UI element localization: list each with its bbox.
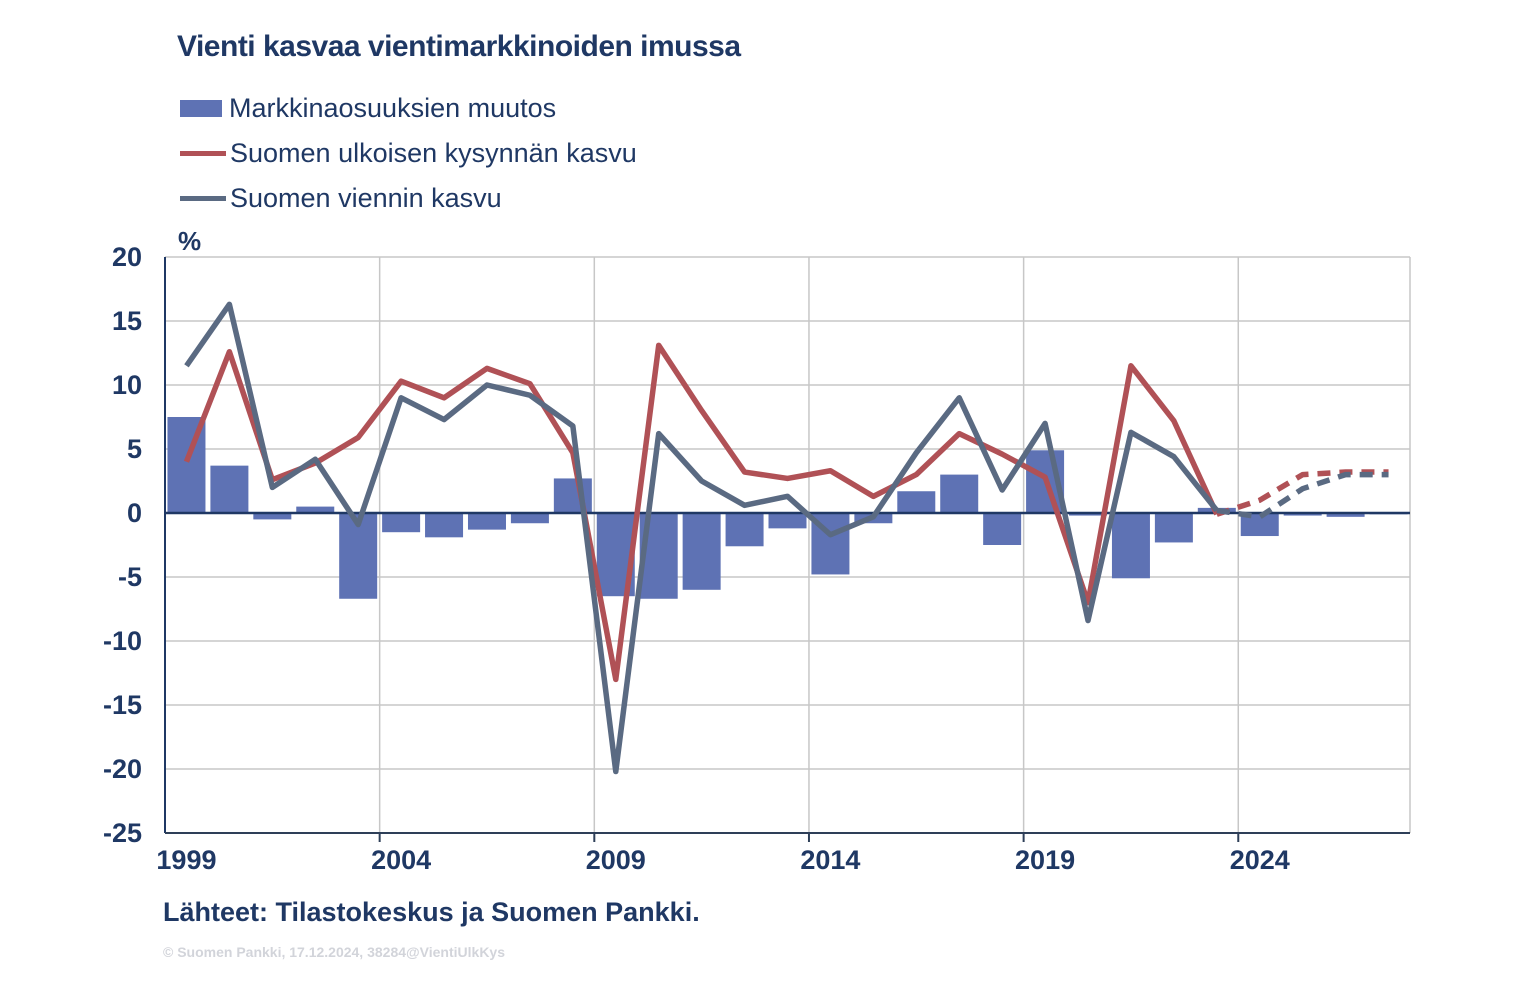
bar-2012 <box>725 513 764 547</box>
bar-2018 <box>983 513 1022 545</box>
red-line-swatch-icon <box>180 151 226 156</box>
legend-item-external-demand: Suomen ulkoisen kysynnän kasvu <box>180 131 637 176</box>
bar-2000 <box>210 465 249 513</box>
legend-item-market-share: Markkinaosuuksien muutos <box>180 86 637 131</box>
x-tick-label: 2004 <box>371 845 432 875</box>
bar-swatch-icon <box>180 100 222 117</box>
legend-label: Suomen ulkoisen kysynnän kasvu <box>230 138 637 168</box>
gray-line-swatch-icon <box>180 196 226 201</box>
y-tick-label: 10 <box>111 370 142 400</box>
y-tick-label: 15 <box>111 306 142 336</box>
bar-2024 <box>1240 513 1279 537</box>
y-tick-label: 0 <box>126 498 142 528</box>
bar-2020 <box>1069 513 1108 516</box>
copyright-note: © Suomen Pankki, 17.12.2024, 38284@Vient… <box>163 944 506 960</box>
y-tick-label: -25 <box>102 818 142 848</box>
bar-2006 <box>467 513 506 530</box>
y-tick-label: 5 <box>126 434 142 464</box>
bar-2026 <box>1326 513 1365 517</box>
bar-2021 <box>1111 513 1150 579</box>
x-tick-label: 2019 <box>1015 845 1076 875</box>
y-tick-label: 20 <box>111 242 142 272</box>
y-tick-label: -5 <box>117 562 142 592</box>
export-growth-line <box>184 301 1219 775</box>
x-tick-label: 2009 <box>585 845 646 875</box>
bar-2025 <box>1283 513 1322 516</box>
y-axis-unit-label: % <box>178 226 202 256</box>
legend-label: Suomen viennin kasvu <box>230 183 502 213</box>
bar-2001 <box>253 513 292 520</box>
y-tick-label: -20 <box>102 754 142 784</box>
market-share-bars <box>167 417 1408 599</box>
bar-2016 <box>897 491 936 513</box>
bar-2013 <box>768 513 807 529</box>
y-tick-label: -15 <box>102 690 142 720</box>
page-title: Vienti kasvaa vientimarkkinoiden imussa <box>177 30 741 63</box>
x-tick-label: 2024 <box>1229 845 1290 875</box>
sources-note: Lähteet: Tilastokeskus ja Suomen Pankki. <box>163 897 700 927</box>
bar-2004 <box>382 513 421 533</box>
external-demand-line <box>183 342 1220 683</box>
bar-2007 <box>510 513 549 524</box>
bar-2003 <box>339 513 378 599</box>
x-tick-label: 2014 <box>800 845 861 875</box>
bar-2022 <box>1154 513 1193 543</box>
bar-2017 <box>940 474 979 513</box>
export-growth-line-forecast <box>1216 471 1389 520</box>
bar-2011 <box>682 513 721 590</box>
y-tick-label: -10 <box>102 626 142 656</box>
legend-item-export-growth: Suomen viennin kasvu <box>180 176 637 221</box>
bar-2005 <box>425 513 464 538</box>
legend-label: Markkinaosuuksien muutos <box>229 93 557 123</box>
x-tick-label: 1999 <box>156 845 217 875</box>
chart-legend: Markkinaosuuksien muutos Suomen ulkoisen… <box>180 86 637 221</box>
bar-2002 <box>296 506 335 513</box>
bar-2008 <box>553 478 592 513</box>
external-demand-line-forecast <box>1215 469 1389 517</box>
